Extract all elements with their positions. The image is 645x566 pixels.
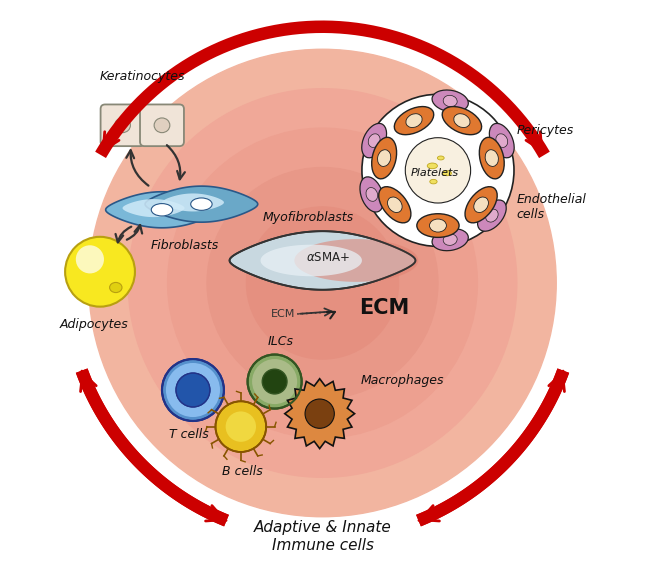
Circle shape [176, 373, 210, 407]
Circle shape [76, 245, 104, 273]
Polygon shape [294, 239, 418, 282]
Ellipse shape [443, 234, 457, 246]
Ellipse shape [430, 219, 446, 232]
Ellipse shape [110, 282, 122, 293]
Circle shape [252, 359, 297, 404]
Ellipse shape [437, 156, 444, 160]
Ellipse shape [490, 123, 514, 158]
Circle shape [176, 373, 210, 407]
Circle shape [263, 369, 287, 394]
Polygon shape [230, 231, 415, 290]
Ellipse shape [474, 197, 488, 212]
Text: Adipocytes: Adipocytes [60, 318, 129, 331]
Ellipse shape [432, 90, 468, 112]
Circle shape [65, 237, 135, 307]
Text: Macrophages: Macrophages [361, 374, 444, 387]
Polygon shape [284, 379, 355, 449]
Ellipse shape [430, 179, 437, 184]
Text: Keratinocytes: Keratinocytes [99, 70, 185, 83]
Circle shape [226, 411, 256, 442]
Ellipse shape [115, 118, 130, 132]
Ellipse shape [442, 170, 451, 175]
Text: ECM: ECM [271, 309, 295, 319]
Circle shape [246, 207, 399, 359]
Circle shape [215, 401, 266, 452]
Ellipse shape [394, 106, 433, 135]
Circle shape [362, 95, 514, 246]
Ellipse shape [191, 198, 212, 211]
Ellipse shape [388, 197, 402, 212]
Text: B cells: B cells [222, 465, 263, 478]
Polygon shape [123, 199, 184, 217]
Text: $\alpha$SMA+: $\alpha$SMA+ [306, 251, 350, 264]
Text: Myofibroblasts: Myofibroblasts [263, 211, 354, 224]
Text: Platelets: Platelets [411, 168, 459, 178]
Ellipse shape [427, 163, 437, 169]
Ellipse shape [465, 187, 497, 223]
Ellipse shape [477, 200, 506, 231]
Circle shape [162, 359, 224, 421]
Circle shape [305, 399, 334, 428]
Ellipse shape [417, 214, 459, 237]
Circle shape [89, 49, 556, 517]
Polygon shape [162, 194, 224, 212]
Circle shape [248, 354, 302, 409]
Text: Fibroblasts: Fibroblasts [150, 239, 219, 252]
Circle shape [405, 138, 471, 203]
Text: Pericytes: Pericytes [517, 125, 574, 138]
Polygon shape [261, 245, 362, 276]
Ellipse shape [443, 95, 457, 107]
Circle shape [292, 385, 348, 442]
Ellipse shape [368, 134, 380, 147]
Ellipse shape [479, 138, 504, 179]
Polygon shape [145, 186, 258, 222]
Ellipse shape [152, 204, 173, 216]
Ellipse shape [154, 118, 170, 132]
Text: Adaptive & Innate
Immune cells: Adaptive & Innate Immune cells [253, 520, 392, 552]
Ellipse shape [454, 114, 470, 127]
Circle shape [207, 168, 438, 398]
Text: ECM: ECM [359, 298, 410, 318]
FancyBboxPatch shape [140, 105, 184, 146]
Ellipse shape [377, 150, 391, 166]
Ellipse shape [362, 123, 386, 158]
Ellipse shape [442, 106, 482, 135]
Circle shape [168, 128, 477, 438]
Ellipse shape [485, 150, 499, 166]
Ellipse shape [406, 114, 422, 127]
Text: Endothelial
cells: Endothelial cells [517, 193, 587, 221]
Circle shape [128, 89, 517, 477]
Ellipse shape [486, 209, 498, 222]
Circle shape [166, 363, 220, 417]
FancyBboxPatch shape [101, 105, 144, 146]
Ellipse shape [496, 134, 508, 147]
Ellipse shape [432, 229, 468, 251]
Ellipse shape [372, 138, 397, 179]
Text: ILCs: ILCs [267, 335, 293, 348]
Ellipse shape [366, 187, 377, 201]
Ellipse shape [379, 187, 411, 223]
Ellipse shape [360, 177, 384, 212]
Polygon shape [106, 192, 218, 228]
Text: T cells: T cells [168, 428, 208, 441]
